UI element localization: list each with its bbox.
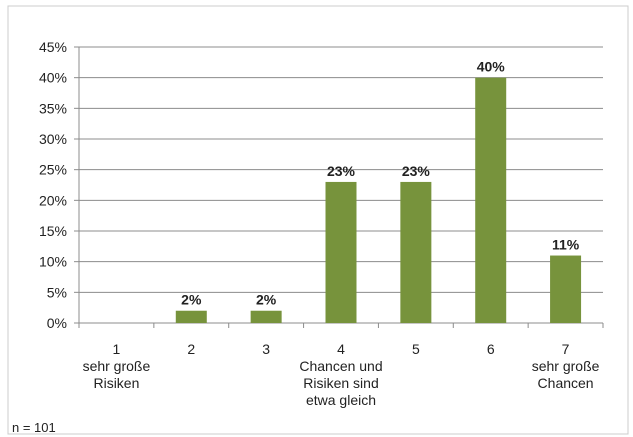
x-tick-label: Chancen <box>538 375 594 391</box>
y-tick-label: 45% <box>39 39 67 55</box>
x-tick-label: sehr große <box>83 358 151 374</box>
y-tick-label: 10% <box>39 254 67 270</box>
data-label: 11% <box>552 237 580 253</box>
x-tick-label: 6 <box>487 341 495 357</box>
x-tick-label: 5 <box>412 341 420 357</box>
y-tick-label: 15% <box>39 223 67 239</box>
x-tick-label: 7 <box>562 341 570 357</box>
y-tick-label: 5% <box>47 284 67 300</box>
bar <box>550 255 582 323</box>
x-tick-label: Chancen und <box>299 358 382 374</box>
x-tick-label: etwa gleich <box>306 392 376 408</box>
x-tick-label: 4 <box>337 341 345 357</box>
x-tick-label: sehr große <box>532 358 600 374</box>
bar <box>175 310 207 323</box>
y-tick-label: 35% <box>39 100 67 116</box>
bar <box>250 310 282 323</box>
x-tick-label: Risiken sind <box>303 375 378 391</box>
y-tick-label: 30% <box>39 131 67 147</box>
data-label: 2% <box>181 292 202 308</box>
y-tick-label: 0% <box>47 315 67 331</box>
x-tick-label: 1 <box>113 341 121 357</box>
data-label: 40% <box>477 59 506 75</box>
bar <box>325 181 357 323</box>
data-label: 23% <box>402 163 431 179</box>
data-label: 2% <box>256 292 277 308</box>
bar <box>475 77 507 324</box>
gridlines <box>79 46 603 293</box>
y-tick-label: 25% <box>39 162 67 178</box>
data-label: 23% <box>327 163 356 179</box>
sample-size-note: n = 101 <box>12 420 56 435</box>
x-tick-label: 3 <box>262 341 270 357</box>
x-tick-label: Risiken <box>93 375 139 391</box>
bars <box>175 77 582 324</box>
y-tick-label: 20% <box>39 192 67 208</box>
x-tick-label: 2 <box>187 341 195 357</box>
y-tick-label: 40% <box>39 70 67 86</box>
bar <box>400 181 432 323</box>
